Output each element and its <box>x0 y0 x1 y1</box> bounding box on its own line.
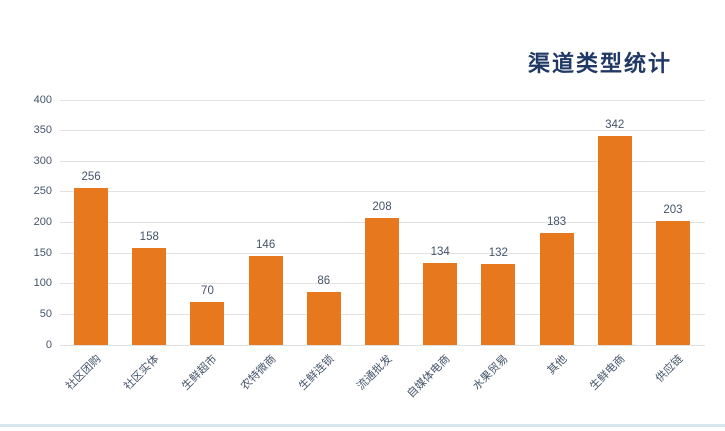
bar-value-label: 203 <box>663 203 683 216</box>
y-axis-tick-label: 200 <box>33 216 52 228</box>
bar-value-label: 158 <box>139 231 159 244</box>
bar <box>597 135 632 345</box>
chart-title: 渠道类型统计 <box>527 51 672 77</box>
y-axis-tick-label: 250 <box>33 185 52 198</box>
bar <box>74 188 109 345</box>
gridline <box>60 130 705 132</box>
y-axis-tick-label: 150 <box>33 246 52 259</box>
bar <box>248 255 283 345</box>
bar-value-label: 86 <box>317 275 331 288</box>
bar-value-label: 256 <box>81 171 101 184</box>
bar-value-label: 183 <box>546 215 567 228</box>
bar <box>306 292 341 345</box>
bar-value-label: 146 <box>256 238 276 251</box>
gridline <box>60 160 705 162</box>
gridline <box>60 191 705 193</box>
y-axis-tick-label: 0 <box>45 338 52 351</box>
bar-value-label: 134 <box>430 245 450 258</box>
gridline <box>60 99 705 101</box>
y-axis-tick-label: 350 <box>33 124 52 137</box>
bar <box>655 220 690 345</box>
bar <box>132 248 167 345</box>
bar-value-label: 70 <box>201 285 214 298</box>
bar <box>481 264 516 345</box>
y-axis-tick-label: 400 <box>33 93 52 106</box>
bar-value-label: 208 <box>372 200 392 213</box>
y-axis-tick-label: 300 <box>33 154 52 167</box>
bar-value-label: 342 <box>605 118 625 131</box>
gridline <box>60 344 705 346</box>
bar <box>539 232 574 345</box>
bottom-border <box>0 424 725 427</box>
bar-value-label: 132 <box>488 247 508 260</box>
y-axis-tick-label: 100 <box>33 277 52 290</box>
bar <box>423 262 458 345</box>
y-axis-tick-label: 50 <box>39 307 52 320</box>
bar <box>190 302 225 345</box>
bar <box>365 217 399 345</box>
